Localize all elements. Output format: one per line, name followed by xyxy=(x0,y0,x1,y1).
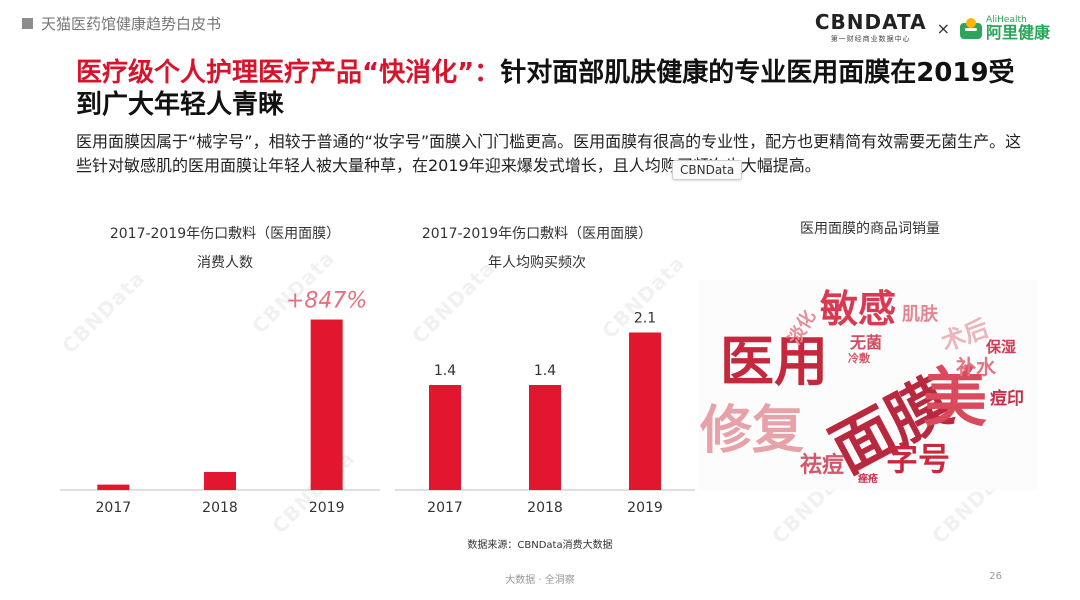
x-tick-label: 2019 xyxy=(309,500,345,516)
x-tick-label: 2017 xyxy=(427,500,463,516)
chart2-subtitle: 年人均购买频次 xyxy=(488,255,586,271)
word-bushui: 补水 xyxy=(955,355,997,379)
report-tag: 天猫医药馆健康趋势白皮书 xyxy=(22,13,221,34)
word-jifu: 肌肤 xyxy=(902,304,939,325)
chart1-title: 2017-2019年伤口敷料（医用面膜） xyxy=(109,226,341,242)
logo-group: CBNDATA 第一财经商业数据中心 × AliHealth 阿里健康 xyxy=(815,12,1050,44)
cbndata-logo: CBNDATA 第一财经商业数据中心 xyxy=(815,12,927,44)
word-xiufu: 修复 xyxy=(700,401,804,461)
x-tick-label: 2018 xyxy=(527,500,563,516)
word-cuochuang: 痤疮 xyxy=(858,472,878,485)
data-label: 1.4 xyxy=(534,363,556,379)
growth-annotation: +847% xyxy=(286,289,367,314)
alihealth-logo: AliHealth 阿里健康 xyxy=(959,14,1050,42)
bar-2018 xyxy=(204,472,236,490)
bar-2019 xyxy=(629,332,661,490)
word-qudou: 祛痘 xyxy=(800,452,844,478)
bar-2017 xyxy=(429,385,461,490)
data-source: 数据来源：CBNData消费大数据 xyxy=(467,540,613,551)
bar-2017 xyxy=(97,484,130,490)
alihealth-logo-cn: 阿里健康 xyxy=(985,22,1050,42)
word-zihao: 字号 xyxy=(886,440,950,478)
chart2-purchase-frequency: 2017 1.4 2018 1.4 2019 2.1 xyxy=(395,311,695,516)
word-wujun: 无菌 xyxy=(849,333,882,352)
word-mei: 美 xyxy=(923,362,987,436)
word-baoshi: 保湿 xyxy=(985,338,1016,356)
square-icon xyxy=(22,18,33,29)
word-yiyong: 医用 xyxy=(720,330,828,393)
chart1-consumers: 2017 2018 2019 +847% xyxy=(60,289,380,516)
footer-text: 大数据 · 全洞察 xyxy=(505,575,575,586)
page-title-highlight: 医疗级个人护理医疗产品“快消化”： xyxy=(76,58,501,88)
bar-2019 xyxy=(310,319,343,490)
word-douyin: 痘印 xyxy=(990,388,1024,409)
data-label: 1.4 xyxy=(434,363,456,379)
x-tick-label: 2017 xyxy=(96,500,132,516)
alihealth-mark-icon xyxy=(959,18,982,39)
page-title-rest: 针对面部肌肤健康的专业医用面膜在2019受到广大年轻人青睐 xyxy=(76,58,1015,120)
chart2-title: 2017-2019年伤口敷料（医用面膜） xyxy=(421,226,653,242)
wordcloud: 医用 面膜 修复 美 敏感 字号 祛痘 肌肤 淡化 无菌 冷敷 术后 保湿 补水… xyxy=(698,280,1038,490)
report-tag-text: 天猫医药馆健康趋势白皮书 xyxy=(41,15,222,33)
page-title: 医疗级个人护理医疗产品“快消化”：针对面部肌肤健康的专业医用面膜在2019受到广… xyxy=(76,57,1016,121)
cbndata-logo-subtitle: 第一财经商业数据中心 xyxy=(830,35,911,43)
cbndata-logo-text: CBNDATA xyxy=(814,10,927,34)
bar-2018 xyxy=(529,385,561,490)
alihealth-logo-en: AliHealth xyxy=(985,14,1027,25)
x-tick-label: 2018 xyxy=(202,500,238,516)
data-label: 2.1 xyxy=(634,311,656,327)
tooltip: CBNData xyxy=(672,160,743,180)
wordcloud-title: 医用面膜的商品词销量 xyxy=(800,221,940,237)
word-lengfu: 冷敷 xyxy=(848,351,871,365)
word-mingan: 敏感 xyxy=(820,287,896,331)
x-tick-label: 2019 xyxy=(627,500,663,516)
times-symbol: × xyxy=(936,18,950,38)
chart1-subtitle: 消费人数 xyxy=(197,255,253,271)
page-number: 26 xyxy=(989,571,1002,582)
description: 医用面膜因属于“械字号”，相较于普通的“妆字号”面膜入门门槛更高。医用面膜有很高… xyxy=(76,132,1022,175)
